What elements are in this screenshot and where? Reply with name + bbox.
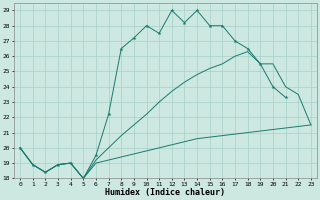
X-axis label: Humidex (Indice chaleur): Humidex (Indice chaleur)	[106, 188, 226, 197]
